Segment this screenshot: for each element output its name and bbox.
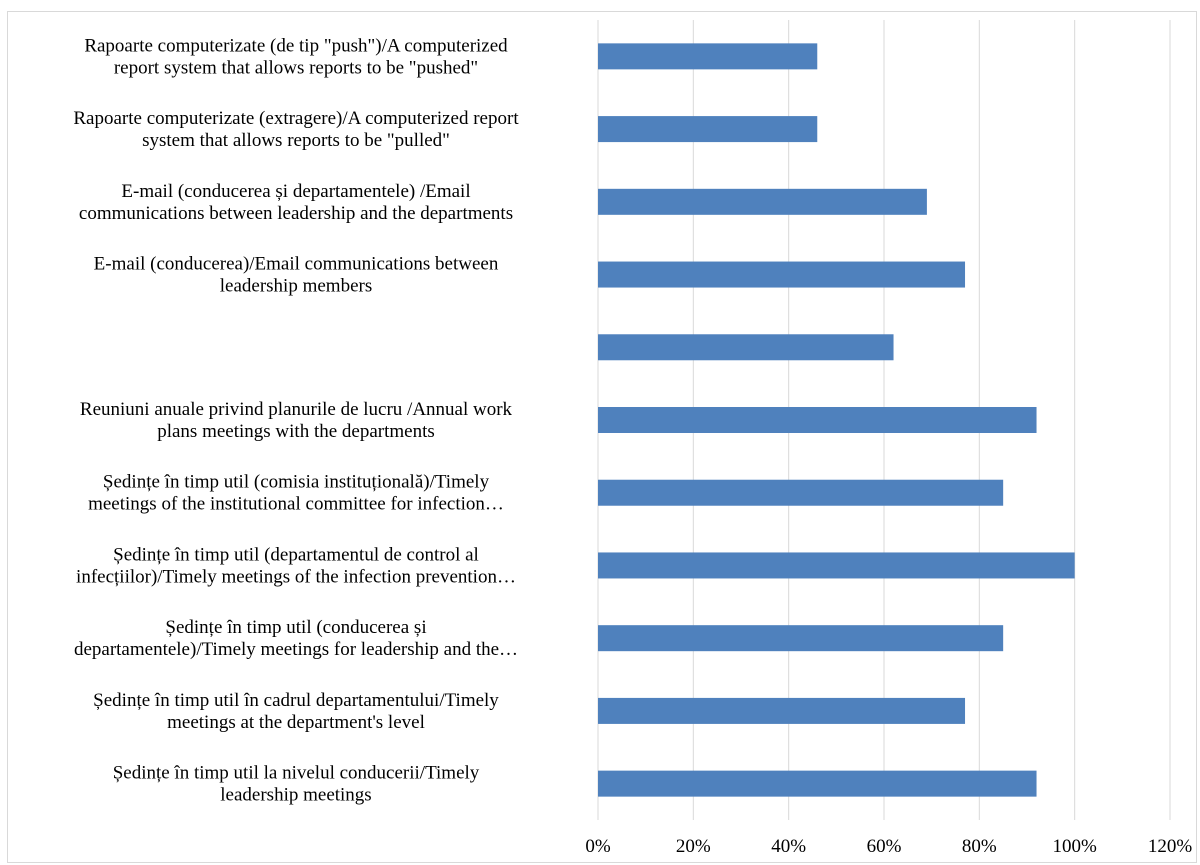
bar: [598, 334, 894, 361]
x-tick-label: 100%: [1053, 836, 1098, 857]
bar: [598, 625, 1004, 652]
bars: [598, 43, 1075, 797]
category-label: E-mail (conducerea)/Email communications…: [94, 254, 499, 297]
category-label: Rapoarte computerizate (de tip "push")/A…: [84, 35, 508, 78]
category-label-line: meetings at the department's level: [167, 712, 425, 733]
bar: [598, 770, 1037, 797]
category-label: Ședințe în timp util (departamentul de c…: [76, 544, 516, 587]
category-label-line: leadership members: [220, 276, 372, 297]
grid-lines: [597, 20, 1171, 820]
bar: [598, 552, 1075, 579]
category-label-line: departamentele)/Timely meetings for lead…: [74, 639, 518, 660]
category-label-line: meetings of the institutional committee …: [88, 494, 504, 515]
category-label: Reuniuni anuale privind planurile de luc…: [80, 399, 513, 442]
category-label-line: E-mail (conducerea)/Email communications…: [94, 254, 499, 275]
category-label-line: report system that allows reports to be …: [114, 57, 478, 78]
category-label: Rapoarte computerizate (extragere)/A com…: [73, 108, 519, 151]
category-label-line: communications between leadership and th…: [79, 203, 513, 224]
bar: [598, 697, 966, 724]
category-label-line: leadership meetings: [220, 785, 371, 806]
category-label-line: Ședințe în timp util la nivelul conducer…: [113, 763, 480, 784]
x-tick-label: 0%: [585, 836, 611, 857]
bar: [598, 116, 818, 143]
x-axis-ticks: 0% 20% 40% 60% 80% 100% 120%: [585, 836, 1192, 857]
category-label: Ședințe în timp util (conducerea și depar…: [74, 617, 518, 660]
chart-frame: [7, 11, 1197, 863]
category-label-line: plans meetings with the departments: [157, 421, 435, 442]
category-label-line: Ședințe în timp util în cadrul departame…: [93, 690, 499, 711]
category-label: E-mail (conducerea și departamentele) /E…: [79, 181, 513, 224]
bar: [598, 407, 1037, 433]
bar: [598, 261, 966, 288]
category-label: Ședințe în timp util (comisia instituțio…: [88, 472, 504, 515]
category-label-line: Reuniuni anuale privind planurile de luc…: [80, 399, 513, 420]
category-label-line: Ședințe în timp util (conducerea și: [165, 617, 426, 638]
x-tick-label: 40%: [771, 836, 806, 857]
category-label-line: Rapoarte computerizate (de tip "push")/A…: [84, 35, 508, 56]
category-label: Ședințe în timp util în cadrul departame…: [93, 690, 499, 733]
x-tick-label: 60%: [867, 836, 902, 857]
bar: [598, 479, 1004, 506]
category-label: Ședințe în timp util la nivelul conducer…: [113, 763, 480, 806]
category-label-line: system that allows reports to be "pulled…: [142, 130, 450, 151]
category-label-line: infecțiilor)/Timely meetings of the infe…: [76, 566, 516, 587]
bar: [598, 43, 818, 70]
category-labels: Ședințe în timp util la nivelul conducer…: [73, 35, 519, 805]
category-label-line: Rapoarte computerizate (extragere)/A com…: [73, 108, 519, 129]
category-label-line: Ședințe în timp util (departamentul de c…: [113, 544, 479, 565]
x-tick-label: 120%: [1148, 836, 1193, 857]
x-tick-label: 80%: [962, 836, 997, 857]
x-tick-label: 20%: [676, 836, 711, 857]
category-label-line: Ședințe în timp util (comisia instituțio…: [103, 472, 490, 493]
bar: [598, 188, 927, 215]
category-label-line: E-mail (conducerea și departamentele) /E…: [121, 181, 470, 202]
